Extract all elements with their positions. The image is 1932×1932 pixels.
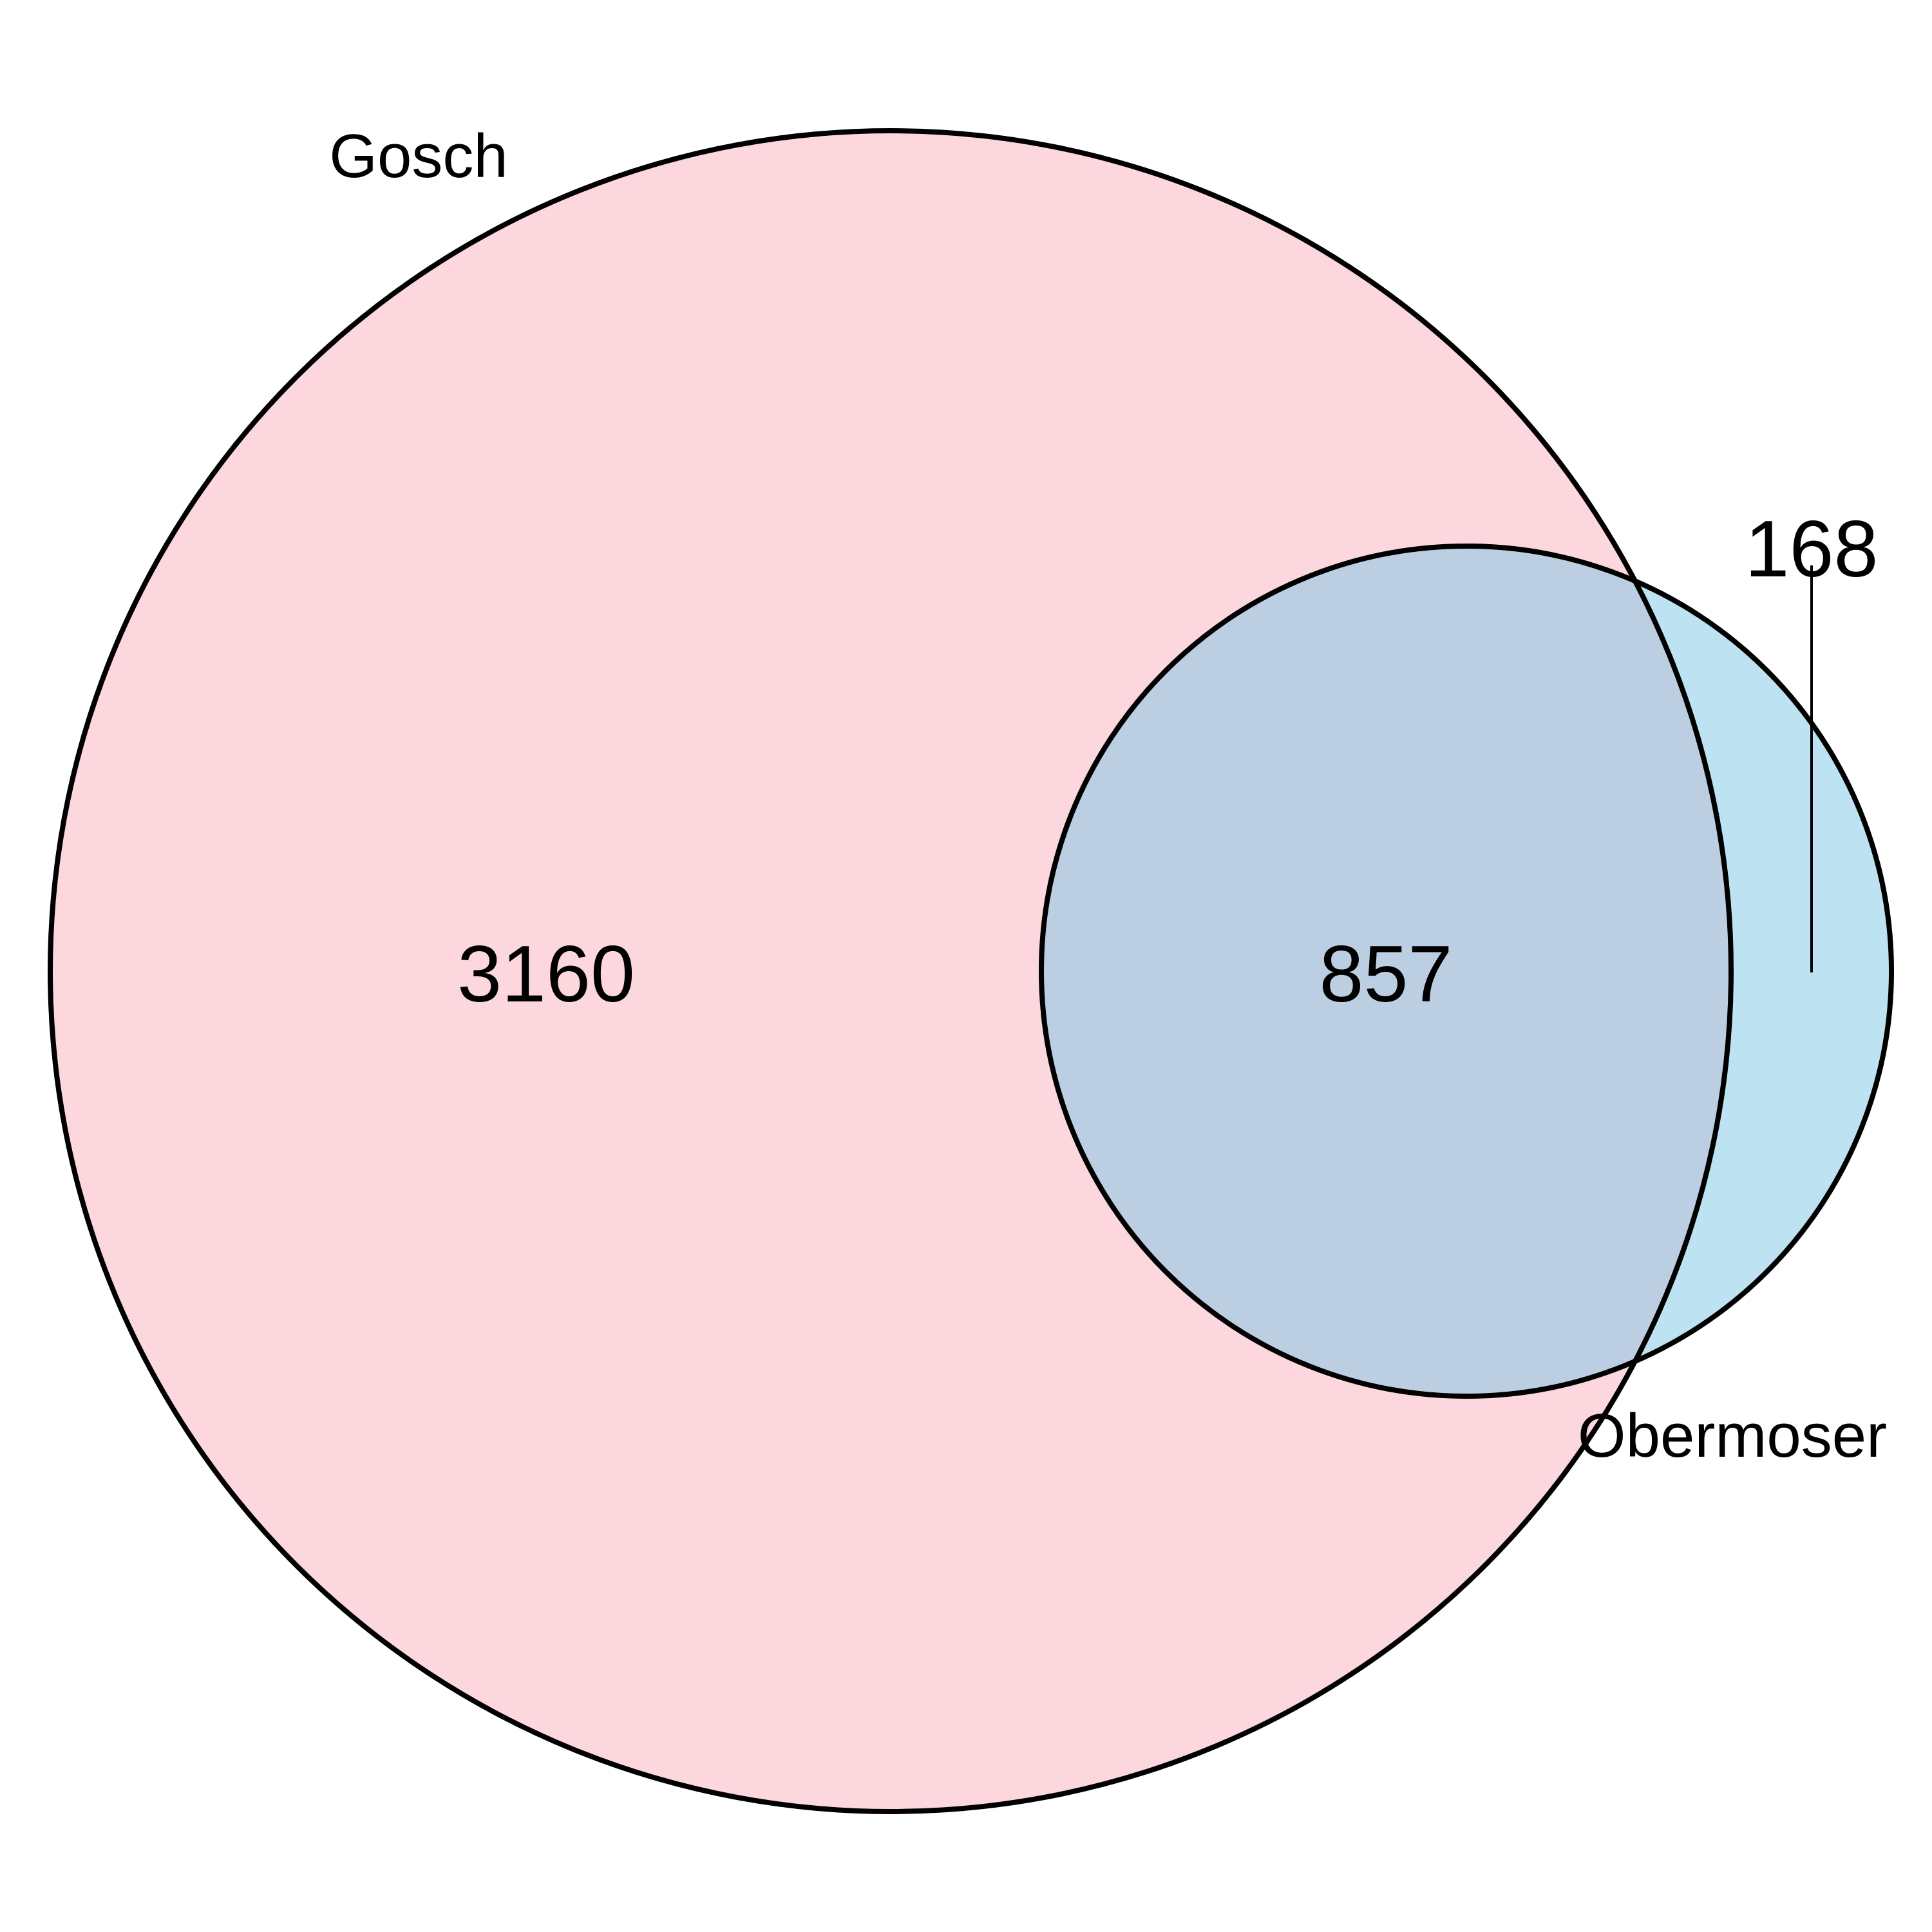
intersection-count: 857 [1320, 930, 1453, 1019]
overlap-region [1041, 546, 1731, 1396]
gosch-only-count: 3160 [457, 930, 635, 1019]
gosch-set-circle [50, 131, 1731, 1812]
obermoser-only-count: 168 [1745, 505, 1879, 594]
obermoser-set-label: Obermoser [1578, 1401, 1887, 1470]
obermoser-set-outline [1039, 544, 1894, 1399]
gosch-set-label: Gosch [329, 122, 507, 191]
gosch-set-outline [48, 128, 1734, 1814]
